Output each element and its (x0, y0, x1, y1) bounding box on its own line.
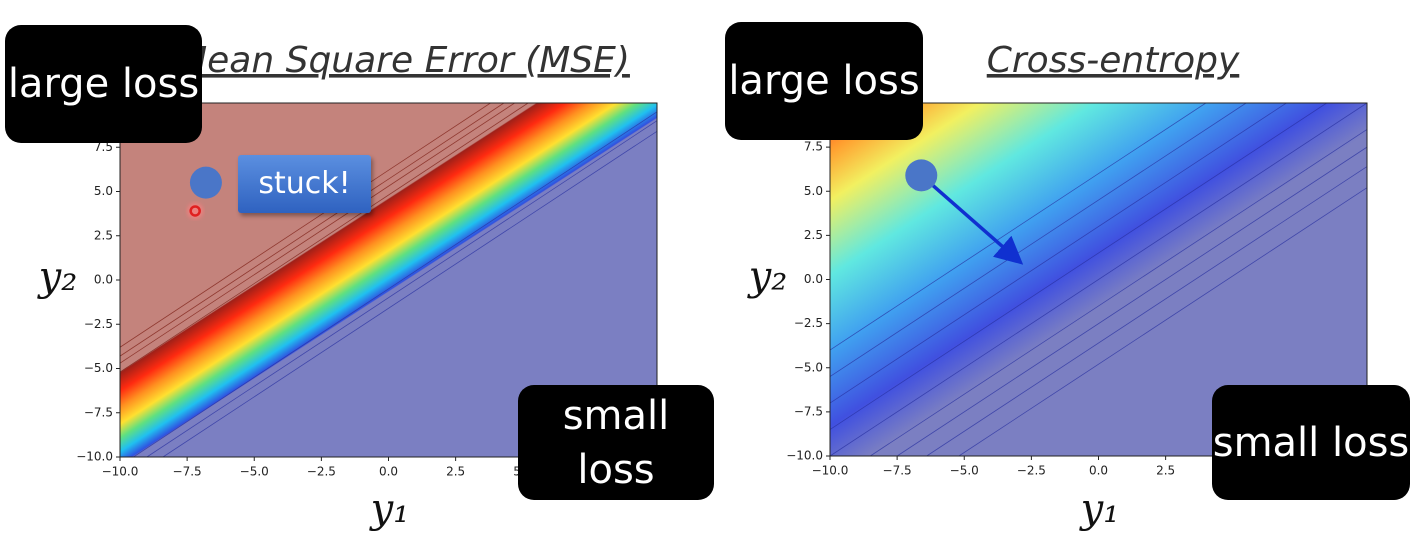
ball (905, 159, 938, 192)
x-tick-label: 0.0 (1089, 464, 1108, 478)
x-tick-label: 2.5 (446, 465, 465, 479)
y-tick-label: 2.5 (804, 228, 823, 242)
small-loss-label: small loss (518, 385, 714, 500)
y-tick-label: −7.5 (794, 404, 823, 418)
x-tick-label: −10.0 (102, 465, 139, 479)
contour-line (119, 102, 491, 348)
x-tick-label: −7.5 (173, 465, 202, 479)
y-tick-label: −5.0 (794, 360, 823, 374)
x-tick-label: −2.5 (307, 465, 336, 479)
x-axis-label: y₁ (369, 486, 410, 532)
x-tick-label: 0.0 (379, 465, 398, 479)
y-tick-label: −7.5 (84, 405, 113, 419)
x-axis-label: y₁ (1079, 486, 1120, 532)
small-loss-label: small loss (1212, 385, 1410, 500)
y-tick-label: −10.0 (786, 449, 823, 463)
y-tick-label: 5.0 (94, 184, 113, 198)
contour-line (119, 102, 505, 357)
x-tick-label: −5.0 (950, 464, 979, 478)
contour-line (926, 166, 1368, 457)
large-loss-label: large loss (725, 22, 923, 140)
y-tick-label: −10.0 (76, 450, 113, 464)
y-tick-label: −2.5 (794, 316, 823, 330)
large-loss-label: large loss (5, 25, 202, 143)
contour-line (829, 102, 1287, 404)
stuck-callout: stuck! (238, 155, 371, 213)
x-tick-label: −2.5 (1017, 464, 1046, 478)
x-tick-label: 2.5 (1156, 464, 1175, 478)
x-tick-label: −7.5 (883, 464, 912, 478)
contour-line (829, 102, 1368, 457)
contour-line (829, 102, 1247, 377)
y-tick-label: 7.5 (804, 140, 823, 154)
contour-line (162, 130, 658, 458)
contour-line (829, 102, 1327, 430)
y-tick-label: 7.5 (94, 140, 113, 154)
gradient-arrow (920, 174, 1024, 265)
y-tick-label: −2.5 (84, 317, 113, 331)
x-tick-label: −10.0 (812, 464, 849, 478)
y-axis-label: y₂ (747, 254, 788, 300)
y-tick-label: 0.0 (804, 272, 823, 286)
contour-line (119, 102, 515, 364)
contour-line (119, 102, 529, 373)
contour-line (896, 146, 1368, 457)
y-tick-label: 5.0 (804, 184, 823, 198)
ring (189, 205, 201, 217)
y-tick-label: −5.0 (84, 361, 113, 375)
ball (189, 166, 222, 199)
y-tick-label: 0.0 (94, 273, 113, 287)
y-tick-label: 2.5 (94, 228, 113, 242)
contour-line (133, 111, 658, 458)
contour-line (870, 129, 1368, 457)
chart-title: Mean Square Error (MSE) (176, 40, 630, 81)
chart-title: Cross-entropy (987, 40, 1240, 81)
contour-line (958, 187, 1368, 457)
x-tick-label: −5.0 (240, 465, 269, 479)
y-axis-label: y₂ (37, 254, 78, 300)
contour-line (146, 120, 658, 458)
contour-line (829, 102, 1207, 351)
